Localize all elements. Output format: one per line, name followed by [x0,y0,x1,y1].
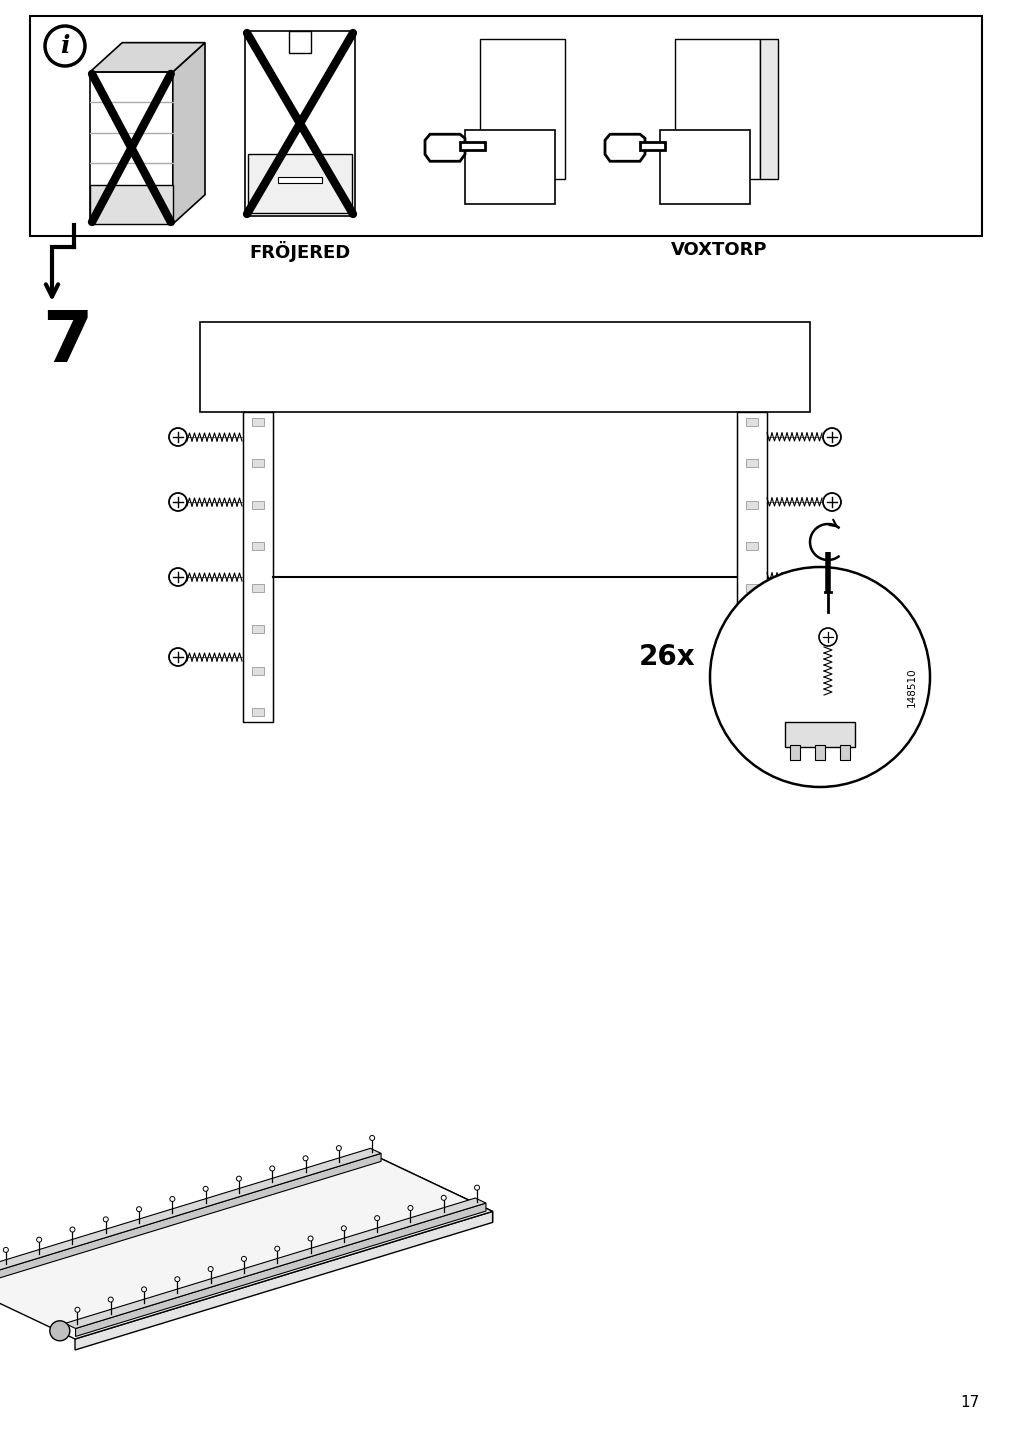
Circle shape [822,428,840,445]
Circle shape [170,1197,175,1201]
Bar [745,418,757,425]
Circle shape [203,1186,208,1191]
Bar [745,584,757,591]
Circle shape [169,649,187,666]
Bar [289,32,310,53]
Circle shape [103,1217,108,1221]
Bar [785,722,854,748]
Circle shape [341,1226,346,1232]
Text: i: i [61,34,70,59]
Circle shape [36,1237,41,1242]
Bar [252,543,264,550]
Circle shape [822,569,840,586]
Text: 148510: 148510 [906,667,916,707]
Circle shape [474,1186,479,1190]
Polygon shape [173,43,205,223]
Bar [479,39,564,179]
Polygon shape [0,1153,381,1287]
Bar [200,322,809,412]
Bar [745,666,757,674]
Bar [252,501,264,508]
Circle shape [818,629,836,646]
Circle shape [274,1246,279,1252]
Text: FRÖJERED: FRÖJERED [249,241,350,262]
Polygon shape [605,135,644,162]
Circle shape [208,1266,213,1272]
Text: VOXTORP: VOXTORP [670,241,766,259]
Polygon shape [76,1203,485,1336]
Polygon shape [90,43,205,72]
Bar [252,418,264,425]
Circle shape [302,1156,307,1161]
Circle shape [108,1297,113,1302]
Circle shape [369,1136,374,1140]
Bar [790,745,800,760]
Circle shape [374,1216,379,1220]
Bar [248,153,352,213]
Circle shape [307,1236,312,1242]
Bar [674,39,759,179]
Bar [30,16,981,236]
Bar [252,666,264,674]
Bar [278,178,321,183]
Polygon shape [0,1154,492,1339]
Polygon shape [425,135,464,162]
Bar [245,32,355,216]
Text: 26x: 26x [638,643,695,672]
Circle shape [50,1320,70,1340]
Bar [464,130,554,203]
Circle shape [242,1256,247,1262]
Circle shape [3,1247,8,1253]
Polygon shape [371,1154,492,1223]
Bar [745,543,757,550]
Circle shape [237,1176,242,1181]
Polygon shape [65,1199,485,1329]
Bar [745,626,757,633]
Circle shape [822,649,840,666]
Circle shape [75,1307,80,1312]
Bar [759,39,777,179]
Circle shape [407,1206,412,1210]
Bar [745,707,757,716]
Circle shape [175,1277,180,1282]
Circle shape [270,1166,275,1171]
Bar [745,501,757,508]
Circle shape [142,1287,147,1292]
Text: 7: 7 [42,308,92,377]
Circle shape [70,1227,75,1232]
Circle shape [822,493,840,511]
Bar [243,412,273,722]
Bar [839,745,849,760]
Circle shape [169,493,187,511]
Polygon shape [460,142,484,150]
Circle shape [336,1146,341,1151]
Bar [814,745,824,760]
Bar [252,460,264,467]
Bar [252,707,264,716]
Bar [745,460,757,467]
Bar [90,185,173,223]
Circle shape [169,569,187,586]
Polygon shape [0,1148,381,1279]
Bar [659,130,749,203]
Bar [252,584,264,591]
Circle shape [136,1207,142,1211]
Polygon shape [639,142,664,150]
Bar [736,412,766,722]
Circle shape [441,1196,446,1200]
Polygon shape [75,1211,492,1350]
Bar [90,72,173,223]
Bar [252,626,264,633]
Circle shape [169,428,187,445]
Circle shape [710,567,929,788]
Text: 17: 17 [959,1395,979,1411]
